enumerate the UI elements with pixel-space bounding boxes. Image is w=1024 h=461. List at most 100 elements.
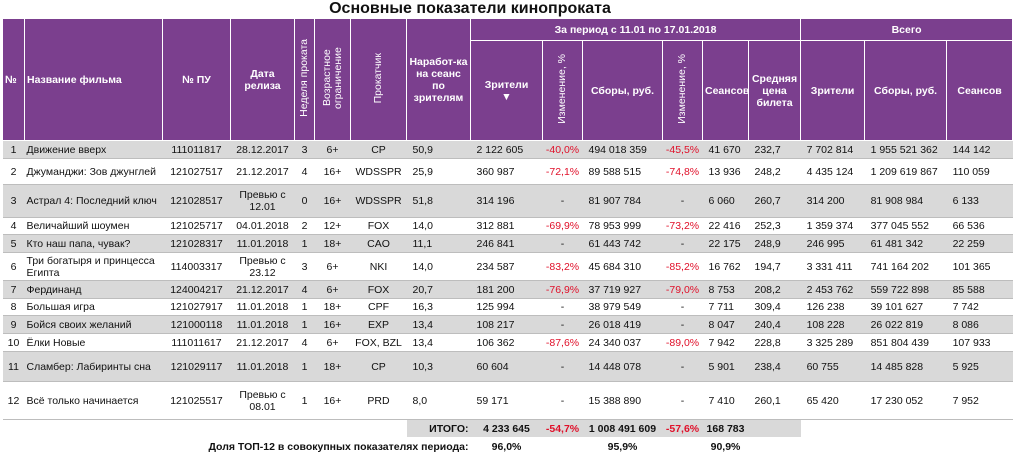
table-cell: 20,7 xyxy=(406,280,471,299)
table-cell: 9 xyxy=(2,315,25,334)
table-cell: 6 060 xyxy=(702,184,749,218)
table-cell: 21.12.2017 xyxy=(230,158,295,185)
table-cell: 741 164 202 xyxy=(864,252,947,281)
table-cell: 106 362 xyxy=(470,333,543,352)
table-cell: -85,2% xyxy=(662,252,703,281)
table-cell: 3 331 411 xyxy=(800,252,865,281)
table-cell: 1 955 521 362 xyxy=(864,140,947,159)
table-cell: 208,2 xyxy=(748,280,801,299)
column-header-text: Неделя проката xyxy=(298,39,310,117)
table-cell: 111011817 xyxy=(162,140,231,159)
table-cell: 232,7 xyxy=(748,140,801,159)
table-cell: Фердинанд xyxy=(24,280,163,299)
table-cell: FOX xyxy=(350,217,407,235)
column-header: Сборы, руб. xyxy=(864,40,948,141)
table-cell: 51,8 xyxy=(406,184,471,218)
table-cell: 5 925 xyxy=(946,351,1013,382)
table-cell: 0 xyxy=(294,184,315,218)
table: № Название фильма № ПУ Дата релиза Неделя пр… xyxy=(2,18,1014,456)
table-cell: 108 228 xyxy=(800,315,865,334)
total-label: ИТОГО: xyxy=(406,419,471,438)
table-cell: 7 702 814 xyxy=(800,140,865,159)
table-cell: 121000118 xyxy=(162,315,231,334)
table-cell: 45 684 310 xyxy=(582,252,663,281)
header-row: Зрители ▼ Изменение, % Сборы, руб. Изменение… xyxy=(3,40,1014,141)
table-row: 5 Кто наш папа, чувак? 121028317 11.01.2018… xyxy=(2,234,1013,253)
table-cell: - xyxy=(542,381,583,420)
table-row: 3 Астрал 4: Последний ключ 121028517 Превью… xyxy=(2,184,1013,218)
table-cell: 11.01.2018 xyxy=(230,315,295,334)
table-cell: 1 xyxy=(2,140,25,159)
column-header-text: Изменение, % xyxy=(556,54,568,124)
table-cell: 37 719 927 xyxy=(582,280,663,299)
table-cell: CP xyxy=(350,140,407,159)
table-cell: 59 171 xyxy=(470,381,543,420)
table-cell: -89,0% xyxy=(662,333,703,352)
table-cell: -83,2% xyxy=(542,252,583,281)
column-header: Сеансов xyxy=(946,40,1014,141)
blank-cell xyxy=(748,437,1013,456)
table-cell: 107 933 xyxy=(946,333,1013,352)
table-cell: PRD xyxy=(350,381,407,420)
table-cell: 22 175 xyxy=(702,234,749,253)
table-cell: 108 217 xyxy=(470,315,543,334)
title: Основные показатели кинопроката xyxy=(329,0,611,17)
table-cell: 17 230 052 xyxy=(864,381,947,420)
table-cell: 6 xyxy=(2,252,25,281)
table-cell: 3 xyxy=(294,140,315,159)
table-cell: 252,3 xyxy=(748,217,801,235)
blank-cell xyxy=(542,437,583,456)
table-cell: 6+ xyxy=(314,333,351,352)
table-cell: CAO xyxy=(350,234,407,253)
table-cell: 3 xyxy=(294,252,315,281)
table-cell: 11 xyxy=(2,351,25,382)
table-cell: 65 420 xyxy=(800,381,865,420)
table-cell: 7 742 xyxy=(946,298,1013,316)
table-row: 12 Всё только начинается 121025517 Превью с… xyxy=(2,381,1013,420)
table-cell: - xyxy=(542,315,583,334)
table-cell: 61 481 342 xyxy=(864,234,947,253)
column-header-text: Зрители xyxy=(484,78,529,91)
column-header: Зрители xyxy=(800,40,866,141)
table-cell: 121028517 xyxy=(162,184,231,218)
total-value: 4 233 645 xyxy=(470,419,543,438)
table-cell: 121025717 xyxy=(162,217,231,235)
table-cell: 121025517 xyxy=(162,381,231,420)
column-header: Название фильма xyxy=(24,18,163,141)
table-cell: 21.12.2017 xyxy=(230,280,295,299)
table-cell: -72,1% xyxy=(542,158,583,185)
table-cell: 60 755 xyxy=(800,351,865,382)
table-cell: 14,0 xyxy=(406,252,471,281)
table-cell: 101 365 xyxy=(946,252,1013,281)
table-cell: 144 142 xyxy=(946,140,1013,159)
table-cell: 111011617 xyxy=(162,333,231,352)
table-cell: Астрал 4: Последний ключ xyxy=(24,184,163,218)
table-row: 11 Сламбер: Лабиринты сна 121029117 11.01.2… xyxy=(2,351,1013,382)
table-cell: 85 588 xyxy=(946,280,1013,299)
table-cell: 309,4 xyxy=(748,298,801,316)
table-cell: 24 340 037 xyxy=(582,333,663,352)
table-cell: 110 059 xyxy=(946,158,1013,185)
table-cell: Кто наш папа, чувак? xyxy=(24,234,163,253)
table-cell: 8 086 xyxy=(946,315,1013,334)
table-cell: 13,4 xyxy=(406,333,471,352)
table-cell: -74,8% xyxy=(662,158,703,185)
table-cell: 312 881 xyxy=(470,217,543,235)
column-header: Прокатчик xyxy=(350,18,407,141)
table-cell: 18+ xyxy=(314,234,351,253)
table-cell: 7 711 xyxy=(702,298,749,316)
table-cell: 6+ xyxy=(314,140,351,159)
table-row: 10 Ёлки Новые 111011617 21.12.2017 4 6+ FOX, B… xyxy=(2,333,1013,352)
table-cell: 66 536 xyxy=(946,217,1013,235)
table-cell: 14,0 xyxy=(406,217,471,235)
table-cell: 260,1 xyxy=(748,381,801,420)
table-cell: 11.01.2018 xyxy=(230,298,295,316)
table-cell: 121028317 xyxy=(162,234,231,253)
table-cell: 18+ xyxy=(314,298,351,316)
table-cell: Сламбер: Лабиринты сна xyxy=(24,351,163,382)
table-cell: 81 907 784 xyxy=(582,184,663,218)
table-cell: 61 443 742 xyxy=(582,234,663,253)
table-cell: 314 196 xyxy=(470,184,543,218)
table-cell: 13 936 xyxy=(702,158,749,185)
table-cell: 248,9 xyxy=(748,234,801,253)
